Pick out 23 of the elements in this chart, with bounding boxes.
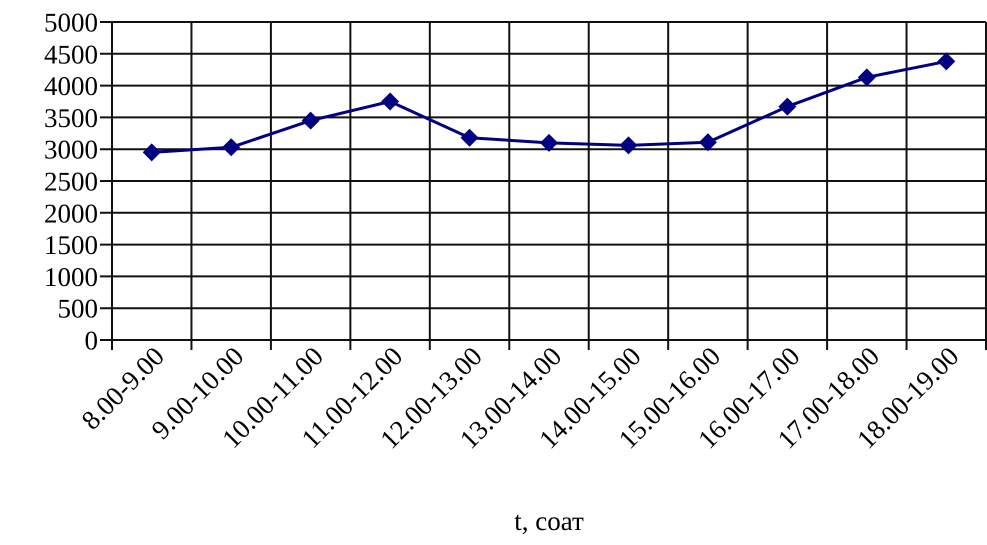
y-tick-label: 0 bbox=[84, 325, 98, 356]
y-tick-label: 2500 bbox=[44, 166, 98, 196]
point bbox=[540, 134, 558, 152]
y-tick-label: 2000 bbox=[44, 198, 98, 228]
y-tick-label: 1500 bbox=[44, 230, 98, 260]
point bbox=[222, 138, 240, 156]
x-axis-title: t, соат bbox=[514, 506, 584, 536]
point bbox=[381, 92, 400, 110]
point bbox=[698, 133, 717, 152]
y-tick-label: 500 bbox=[58, 294, 98, 324]
y-tick-label: 3500 bbox=[44, 102, 98, 133]
y-tick-label: 5000 bbox=[44, 7, 98, 38]
point bbox=[460, 128, 479, 147]
point bbox=[302, 112, 320, 130]
y-tick-label: 4500 bbox=[44, 39, 98, 70]
point bbox=[937, 52, 956, 70]
y-tick-label: 1000 bbox=[44, 262, 98, 292]
point bbox=[858, 68, 876, 86]
point bbox=[142, 143, 161, 162]
y-tick-label: 4000 bbox=[44, 71, 98, 102]
point bbox=[619, 136, 638, 154]
y-tick-label: 3000 bbox=[44, 134, 98, 165]
point bbox=[778, 98, 796, 116]
